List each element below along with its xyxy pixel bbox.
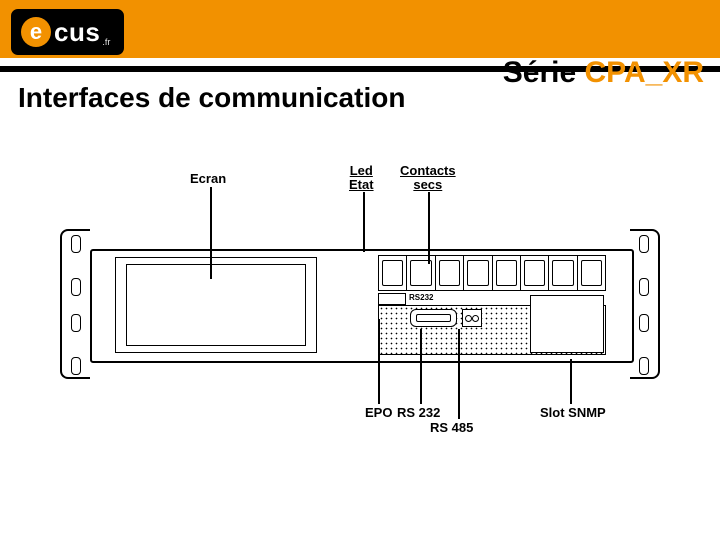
callout-label-rs485: RS 485	[430, 421, 473, 435]
terminal-cell	[549, 256, 577, 290]
title-prefix: Série	[503, 56, 585, 89]
mount-hole-icon	[71, 235, 81, 253]
callout-label-snmp: Slot SNMP	[540, 406, 606, 420]
terminal-block	[378, 255, 606, 291]
slide-title: Série CPA_XR	[469, 22, 704, 124]
mount-hole-icon	[639, 357, 649, 375]
rs485-port	[462, 309, 482, 327]
rack-ear-left	[60, 229, 90, 379]
leader-line	[363, 192, 365, 252]
leader-line	[458, 329, 460, 419]
mount-hole-icon	[639, 278, 649, 296]
brand-logo: e cus .fr	[8, 6, 127, 58]
terminal-cell	[436, 256, 464, 290]
terminal-cell	[407, 256, 435, 290]
device-drawing: RS232	[60, 229, 660, 379]
leader-line	[210, 187, 212, 279]
callout-label-led_etat: LedEtat	[349, 164, 374, 193]
mount-hole-icon	[71, 357, 81, 375]
rs232-port	[410, 309, 457, 327]
terminal-cell	[379, 256, 407, 290]
leader-line	[570, 359, 572, 404]
terminal-cell	[464, 256, 492, 290]
callout-label-epo: EPO	[365, 406, 392, 420]
leader-line	[420, 329, 422, 404]
snmp-slot	[530, 295, 604, 353]
epo-port	[378, 293, 406, 305]
screen-inner	[126, 264, 306, 346]
leader-line	[378, 319, 380, 404]
mount-hole-icon	[639, 314, 649, 332]
mount-hole-icon	[639, 235, 649, 253]
header-bar: e cus .fr Série CPA_XR	[0, 0, 720, 58]
logo-text: cus	[54, 17, 100, 48]
logo-circle-icon: e	[21, 17, 51, 47]
rack-ear-right	[630, 229, 660, 379]
title-accent: CPA_XR	[585, 56, 704, 89]
logo-suffix: .fr	[102, 37, 110, 47]
terminal-cell	[578, 256, 605, 290]
front-screen	[115, 257, 317, 353]
leader-line	[428, 192, 430, 264]
callout-label-contacts: Contactssecs	[400, 164, 456, 193]
terminal-cell	[493, 256, 521, 290]
mount-hole-icon	[71, 314, 81, 332]
rs232-tiny-label: RS232	[408, 293, 434, 302]
diagram: RS232 Ecran LedEtat Contactssecs EPO RS 232R…	[0, 114, 720, 504]
terminal-cell	[521, 256, 549, 290]
callout-label-rs232: RS 232	[397, 406, 440, 420]
mount-hole-icon	[71, 278, 81, 296]
callout-label-ecran: Ecran	[190, 172, 226, 186]
